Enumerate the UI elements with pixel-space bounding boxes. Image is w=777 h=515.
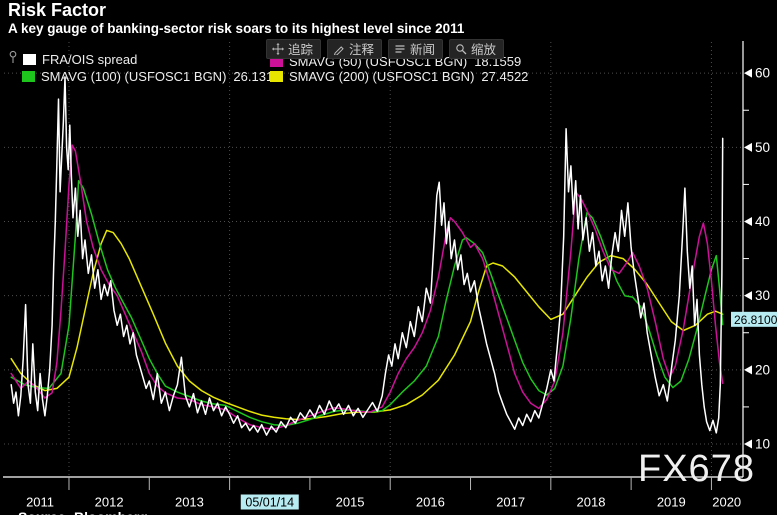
svg-text:20: 20	[755, 362, 770, 377]
track-button[interactable]: 追踪	[266, 39, 322, 59]
track-button-label: 追踪	[288, 43, 314, 57]
legend-value: 26.1316	[233, 69, 281, 84]
legend-label: SMAVG (200) (USFOSC1 BGN)	[289, 69, 475, 84]
smavg50-swatch	[270, 56, 283, 67]
crosshair-icon	[272, 42, 284, 55]
svg-text:40: 40	[755, 214, 770, 229]
svg-text:2015: 2015	[336, 495, 365, 510]
svg-text:05/01/14: 05/01/14	[245, 496, 294, 510]
smavg100-swatch	[22, 71, 35, 82]
svg-text:50: 50	[755, 140, 770, 155]
source-credit: Source: Bloomberg	[18, 509, 148, 515]
svg-text:2016: 2016	[416, 495, 445, 510]
svg-text:2020: 2020	[712, 495, 741, 510]
news-button-label: 新闻	[410, 43, 436, 57]
legend-entry-smavg200[interactable]: SMAVG (200) (USFOSC1 BGN) 27.4522	[270, 69, 528, 84]
svg-text:2018: 2018	[577, 495, 606, 510]
svg-text:2013: 2013	[175, 495, 204, 510]
svg-text:60: 60	[755, 66, 770, 81]
svg-text:10: 10	[755, 436, 770, 451]
news-icon	[395, 44, 405, 53]
fx678-watermark: FX678	[638, 448, 755, 490]
legend-label: FRA/OIS spread	[42, 52, 138, 67]
svg-text:2012: 2012	[95, 495, 124, 510]
magnifier-icon	[456, 43, 467, 54]
zoom-button-label: 缩放	[471, 43, 497, 57]
svg-text:30: 30	[755, 288, 770, 303]
smavg200-swatch	[270, 71, 283, 82]
svg-text:2017: 2017	[496, 495, 525, 510]
zoom-button[interactable]: 缩放	[449, 39, 505, 59]
svg-text:2019: 2019	[657, 495, 686, 510]
page-subtitle: A key gauge of banking-sector risk soars…	[8, 21, 465, 36]
svg-text:26.8100: 26.8100	[734, 313, 777, 327]
legend-entry-fra-ois[interactable]: FRA/OIS spread	[23, 52, 137, 67]
pencil-icon	[334, 45, 344, 55]
annotate-button-label: 注释	[349, 43, 375, 57]
legend-label: SMAVG (100) (USFOSC1 BGN)	[41, 69, 227, 84]
page-title: Risk Factor	[8, 0, 107, 20]
legend-entry-smavg100[interactable]: SMAVG (100) (USFOSC1 BGN) 26.1316	[22, 69, 280, 84]
news-button[interactable]: 新闻	[388, 39, 444, 59]
svg-text:2011: 2011	[26, 495, 54, 510]
fra-ois-swatch	[23, 54, 36, 65]
chart-toolbar: 追踪 注释 新闻 缩放	[266, 39, 505, 59]
legend-pin-icon[interactable]	[8, 50, 18, 69]
annotate-button[interactable]: 注释	[327, 39, 383, 59]
legend-value: 27.4522	[481, 69, 529, 84]
